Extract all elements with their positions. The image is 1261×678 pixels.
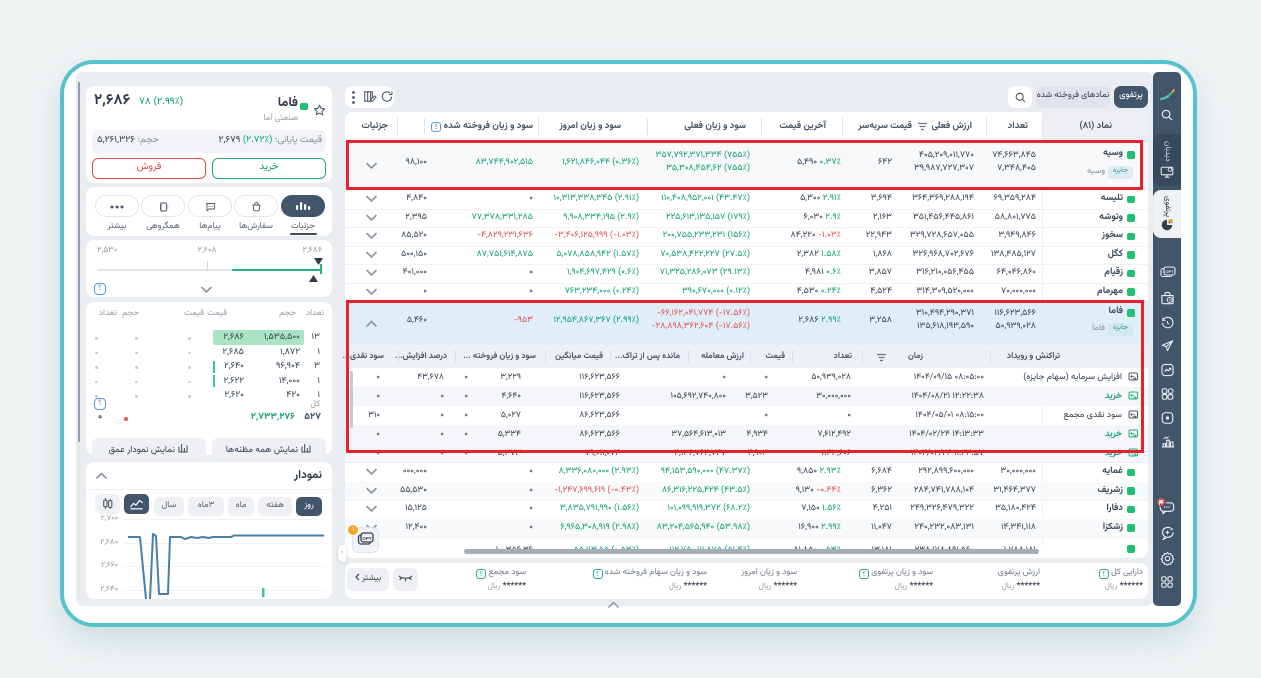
svg-text:OPT: OPT — [362, 536, 372, 541]
svg-text:OPT: OPT — [1165, 269, 1174, 274]
